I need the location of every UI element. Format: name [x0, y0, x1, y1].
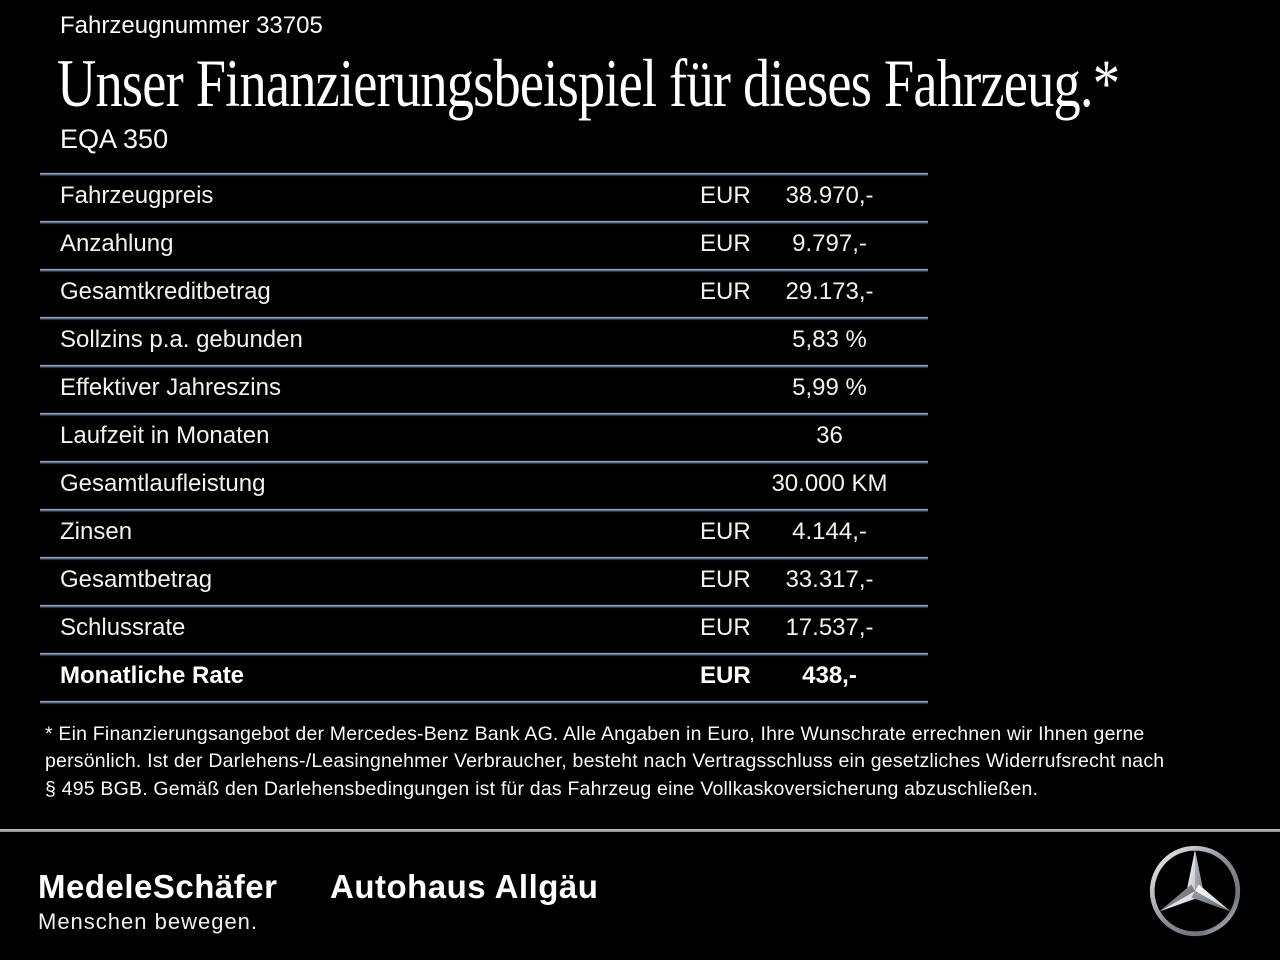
table-row: Gesamtkreditbetrag EUR 29.173,-	[40, 268, 928, 316]
row-currency: EUR	[700, 662, 751, 689]
row-label: Anzahlung	[60, 230, 174, 257]
row-currency: EUR	[700, 182, 751, 209]
table-row: Zinsen EUR 4.144,-	[40, 508, 928, 556]
row-value: 9.797,-	[792, 230, 867, 257]
row-label: Gesamtbetrag	[60, 566, 213, 593]
footer-divider	[0, 829, 1280, 832]
row-currency: EUR	[700, 518, 751, 545]
table-bottom-rule	[40, 700, 928, 706]
dealer-brand-autohaus-allgaeu: Autohaus Allgäu	[330, 868, 599, 905]
financing-table: Fahrzeugpreis EUR 38.970,- Anzahlung EUR…	[40, 172, 928, 706]
row-currency: EUR	[700, 278, 751, 305]
row-label: Effektiver Jahreszins	[60, 374, 281, 401]
table-row: Sollzins p.a. gebunden 5,83 %	[40, 316, 928, 364]
row-label: Sollzins p.a. gebunden	[60, 326, 303, 353]
row-value: 38.970,-	[785, 182, 874, 209]
dealer-tagline: Menschen bewegen.	[38, 909, 259, 934]
row-label: Monatliche Rate	[60, 662, 245, 689]
row-value: 30.000 KM	[771, 470, 888, 497]
row-currency: EUR	[700, 566, 751, 593]
table-row-monthly-rate: Monatliche Rate EUR 438,-	[40, 652, 928, 700]
table-row: Effektiver Jahreszins 5,99 %	[40, 364, 928, 412]
table-row: Anzahlung EUR 9.797,-	[40, 220, 928, 268]
mercedes-benz-star-icon	[1149, 845, 1241, 937]
dealer-brand-medele-schaefer: MedeleSchäfer	[38, 868, 278, 905]
row-label: Schlussrate	[60, 614, 186, 641]
row-label: Laufzeit in Monaten	[60, 422, 270, 449]
row-value: 4.144,-	[792, 518, 867, 545]
row-value: 36	[816, 422, 843, 449]
row-label: Gesamtlaufleistung	[60, 470, 266, 497]
vehicle-number: Fahrzeugnummer 33705	[60, 12, 323, 39]
footnote: * Ein Finanzierungsangebot der Mercedes-…	[45, 721, 1164, 803]
vehicle-model: EQA 350	[60, 124, 169, 154]
footnote-line: § 495 BGB. Gemäß den Darlehensbedingunge…	[45, 777, 1039, 800]
row-value: 438,-	[802, 662, 857, 689]
footnote-line: persönlich. Ist der Darlehens-/Leasingne…	[45, 750, 1165, 773]
table-row: Schlussrate EUR 17.537,-	[40, 604, 928, 652]
row-value: 5,83 %	[792, 326, 867, 353]
table-row: Gesamtlaufleistung 30.000 KM	[40, 460, 928, 508]
row-label: Zinsen	[60, 518, 133, 545]
row-label: Fahrzeugpreis	[60, 182, 214, 209]
row-value: 17.537,-	[785, 614, 874, 641]
row-currency: EUR	[700, 230, 751, 257]
table-row: Fahrzeugpreis EUR 38.970,-	[40, 172, 928, 220]
table-row: Gesamtbetrag EUR 33.317,-	[40, 556, 928, 604]
row-value: 29.173,-	[785, 278, 874, 305]
row-value: 5,99 %	[792, 374, 867, 401]
table-row: Laufzeit in Monaten 36	[40, 412, 928, 460]
footnote-line: * Ein Finanzierungsangebot der Mercedes-…	[45, 723, 1145, 745]
page-title: Unser Finanzierungsbeispiel für dieses F…	[57, 45, 1120, 121]
row-value: 33.317,-	[785, 566, 874, 593]
row-label: Gesamtkreditbetrag	[60, 278, 271, 305]
row-currency: EUR	[700, 614, 751, 641]
